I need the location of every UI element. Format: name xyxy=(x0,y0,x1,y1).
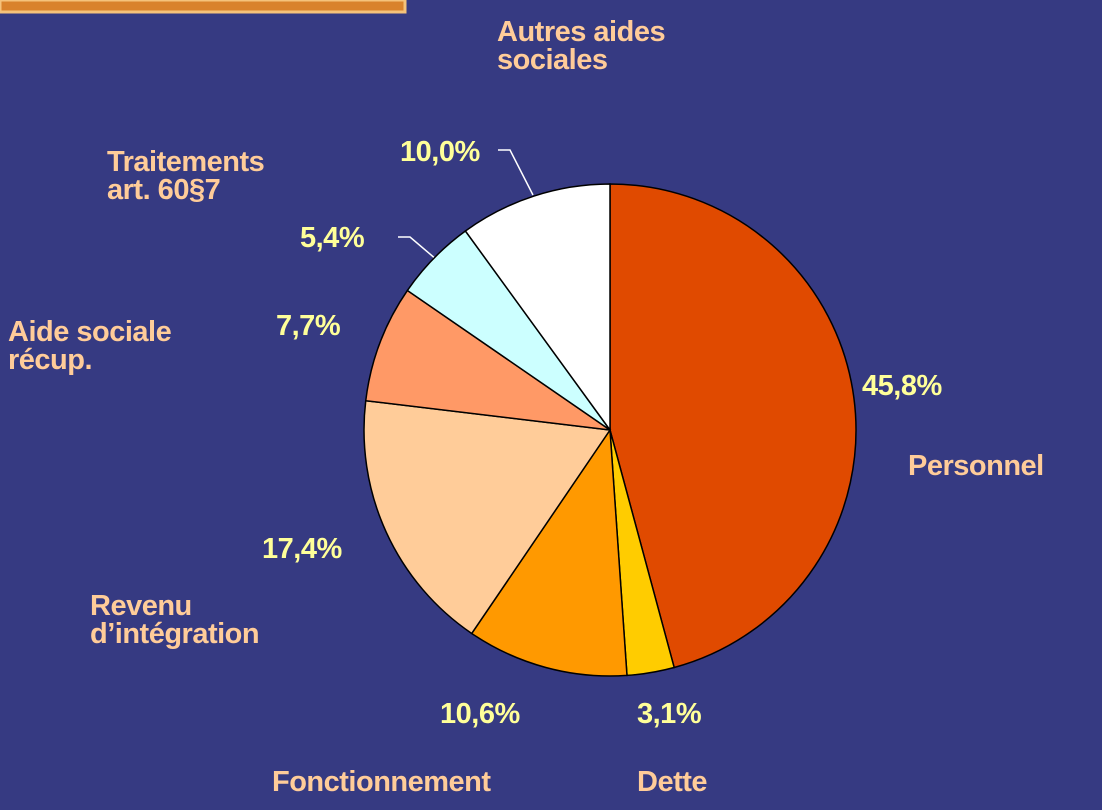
title-box xyxy=(0,0,407,14)
value-label: 3,1% xyxy=(637,698,702,730)
value-label: 7,7% xyxy=(276,310,341,342)
category-label: Revenu d’intégration xyxy=(90,590,260,650)
leader-line xyxy=(398,236,438,261)
category-label: Dette xyxy=(637,766,708,798)
value-label: 45,8% xyxy=(862,370,942,402)
category-label: Aide sociale récup. xyxy=(8,316,172,376)
pie-slice xyxy=(464,183,611,433)
category-label: Autres aides sociales xyxy=(497,16,666,76)
pie-slice xyxy=(363,399,612,635)
value-label: 10,6% xyxy=(440,698,520,730)
pie-slice xyxy=(470,427,628,677)
category-label: Personnel xyxy=(908,450,1044,482)
category-label: Traitements art. 60§7 xyxy=(107,146,265,206)
value-label: 17,4% xyxy=(262,533,342,565)
pie-slice xyxy=(609,183,857,669)
pie-slice xyxy=(364,289,611,431)
value-label: 5,4% xyxy=(300,222,365,254)
leader-line xyxy=(498,149,534,196)
category-label: Fonctionnement xyxy=(272,766,491,798)
value-label: 10,0% xyxy=(400,136,480,168)
